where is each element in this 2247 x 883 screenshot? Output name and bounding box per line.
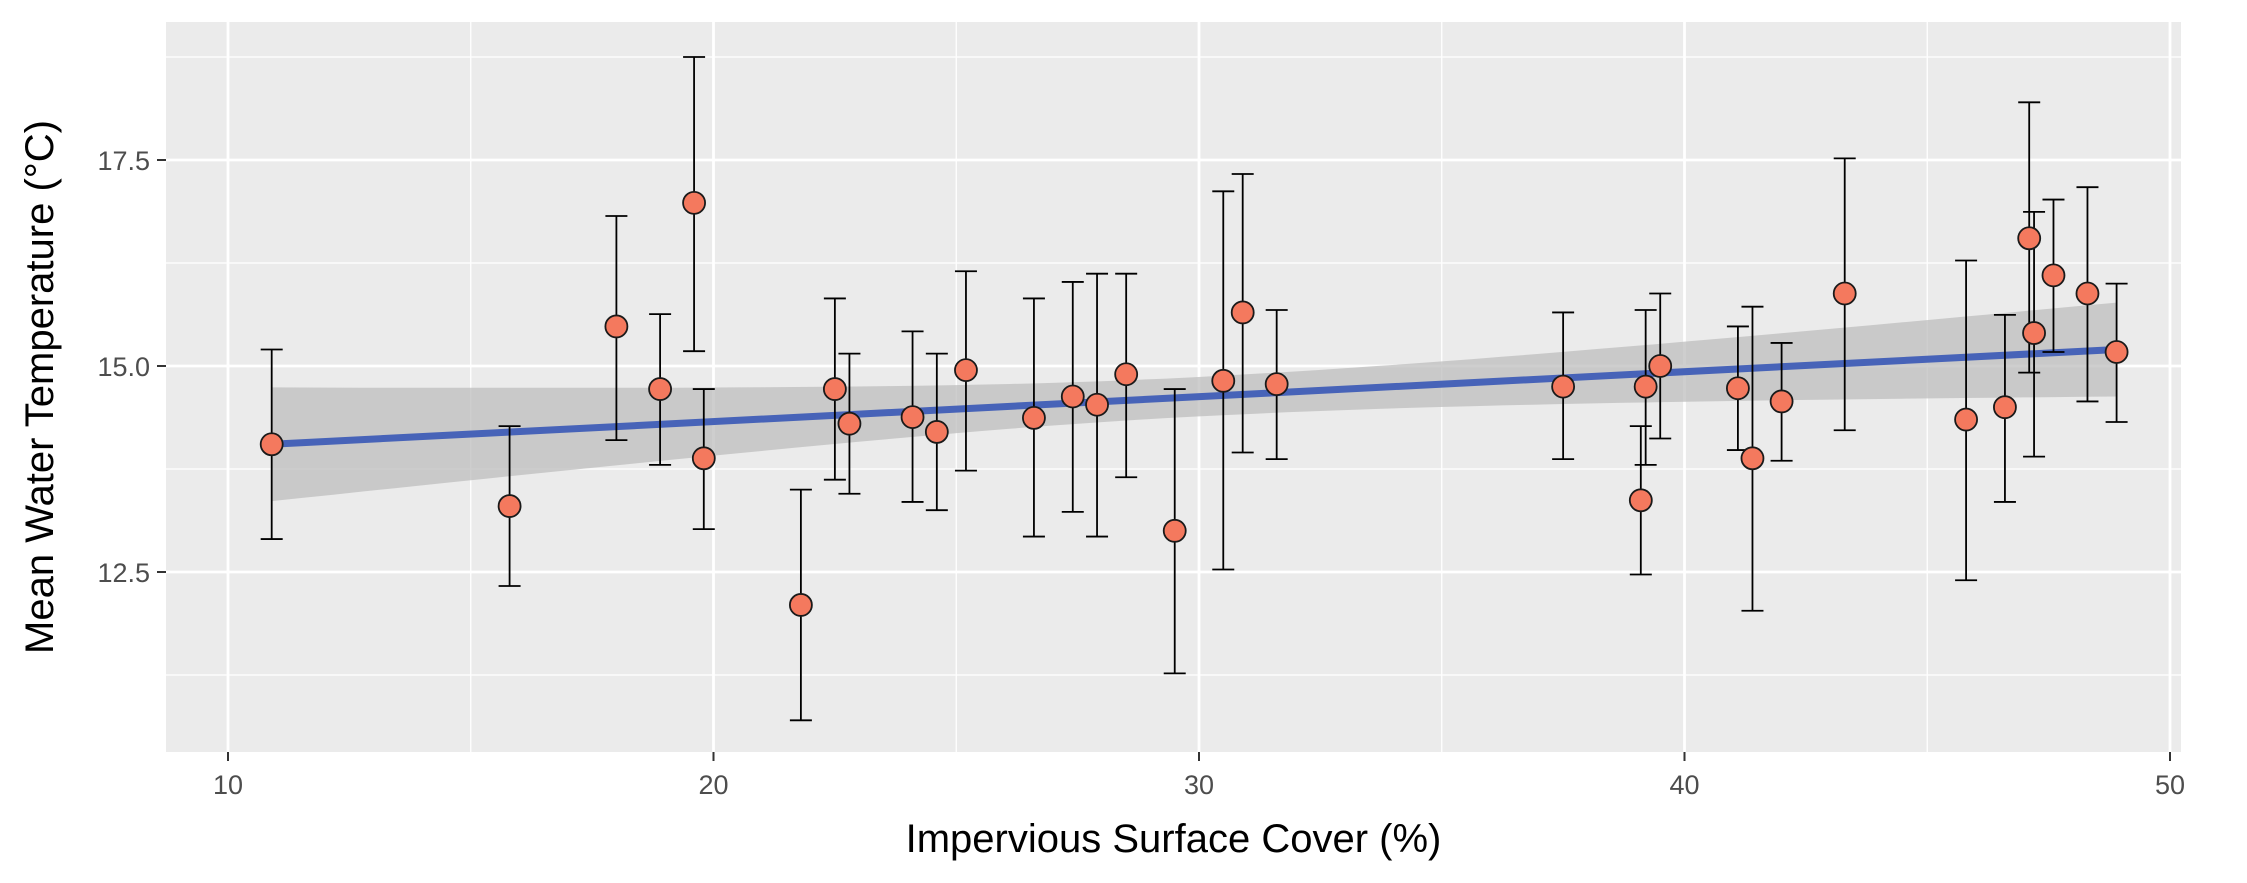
x-axis-ticks: 10 20 30 40 50 <box>213 752 2185 800</box>
data-point <box>1954 407 1978 432</box>
x-axis-title: Impervious Surface Cover (%) <box>906 817 1442 861</box>
data-point <box>1060 384 1085 409</box>
data-point <box>822 377 847 401</box>
data-point <box>1162 518 1187 543</box>
data-point <box>1551 374 1576 399</box>
data-point <box>1022 406 1046 430</box>
data-point <box>954 358 978 383</box>
data-point <box>259 432 284 457</box>
data-point <box>604 314 629 339</box>
data-point <box>1230 300 1255 325</box>
y-tick-label: 12.5 <box>97 558 150 588</box>
data-point <box>2022 321 2046 345</box>
data-point <box>788 593 813 617</box>
data-point <box>1085 392 1109 417</box>
data-point <box>1211 368 1236 393</box>
confidence-ribbon <box>271 302 2117 502</box>
data-point <box>1726 376 1750 401</box>
data-point <box>1740 446 1765 471</box>
y-axis-ticks: 12.5 15.0 17.5 <box>97 146 166 588</box>
data-point <box>1628 488 1653 513</box>
y-axis-title: Mean Water Temperature (°C) <box>18 120 62 654</box>
data-point <box>900 405 925 429</box>
data-point <box>1769 389 1794 414</box>
data-point <box>1114 362 1139 387</box>
data-point <box>2104 340 2129 364</box>
data-point <box>1648 354 1673 378</box>
data-point <box>2041 263 2066 288</box>
data-point <box>682 190 706 215</box>
data-point <box>1633 374 1658 399</box>
x-tick-label: 10 <box>213 770 243 800</box>
data-point <box>2075 281 2100 306</box>
data-point <box>1264 372 1289 397</box>
data-point <box>691 446 716 471</box>
data-point <box>924 420 949 444</box>
y-tick-label: 15.0 <box>97 352 150 382</box>
x-tick-label: 30 <box>1184 770 1214 800</box>
x-tick-label: 20 <box>698 770 728 800</box>
y-tick-label: 17.5 <box>97 146 150 176</box>
data-point <box>2017 226 2042 251</box>
data-point <box>497 494 522 518</box>
data-points <box>259 190 2129 617</box>
x-tick-label: 40 <box>1669 770 1699 800</box>
data-point <box>1993 395 2017 420</box>
data-point <box>648 377 672 401</box>
data-point <box>837 411 862 436</box>
x-tick-label: 50 <box>2155 770 2185 800</box>
data-point <box>1832 281 1857 306</box>
regression-line <box>271 346 2117 448</box>
